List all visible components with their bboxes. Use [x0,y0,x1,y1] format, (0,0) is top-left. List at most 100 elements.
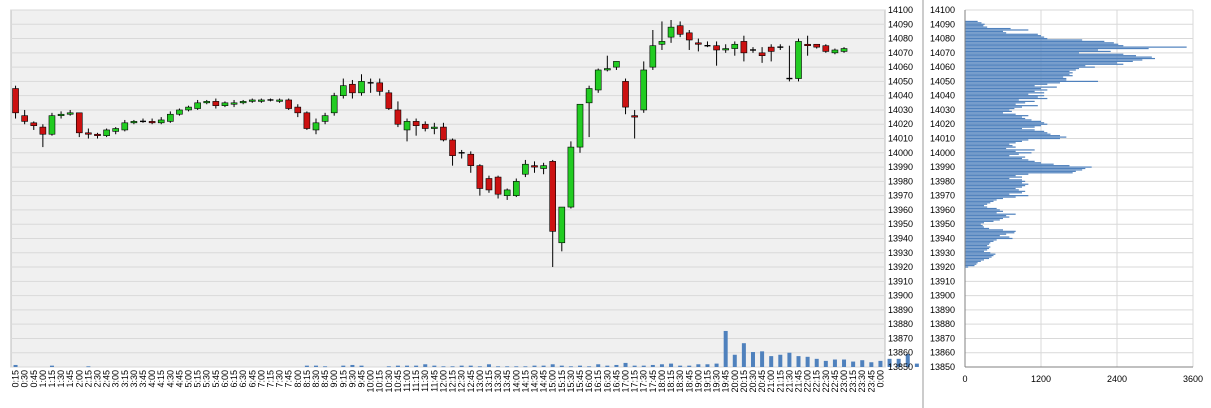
volume-bar [623,362,628,367]
time-x-tick-label: 11:30 [420,370,430,392]
time-x-tick-label: 5:15 [193,370,203,388]
volume-profile-bar [965,99,1019,101]
candle-body [403,121,411,131]
candle-body [476,165,484,189]
candle [676,21,684,38]
candle [704,41,711,48]
time-x-tick-label: 17:15 [630,370,640,393]
volume-bar [805,356,810,367]
volume-profile-bar [965,130,1045,132]
candle [103,128,110,138]
volume-bar [878,360,883,367]
volume-bar [714,363,719,367]
candle-body [467,153,475,166]
time-x-tick-label: 16:15 [593,370,603,393]
profile-y-tick-label: 13870 [930,333,955,343]
time-x-tick-label: 23:30 [857,370,867,393]
volume-profile-bar [965,156,1026,158]
time-x-tick-label: 3:00 [111,370,121,388]
candle-body [103,129,110,136]
time-x-tick-label: 15:30 [566,370,576,393]
candle [758,47,766,63]
volume-profile-bar [965,47,1149,50]
time-x-tick-label: 12:45 [466,370,476,393]
candle-body [585,88,593,104]
volume-profile-bar [965,155,1010,157]
volume-bar [778,354,783,367]
volume-bar [359,365,364,367]
candle-body [376,82,384,92]
candle [631,109,638,139]
candle-body [412,121,420,126]
volume-bar [405,365,410,367]
profile-y-tick-label: 13950 [930,219,955,229]
time-x-tick-label: 11:15 [411,370,421,392]
candle [258,98,265,103]
volume-profile-bar [965,62,1117,64]
volume-profile-bar [965,56,1152,58]
volume-profile-bar [965,59,1143,61]
volume-bar [659,364,664,367]
candle-body [685,32,693,41]
candle [831,48,839,55]
volume-profile-bar [965,229,1003,231]
volume-profile-bar [965,35,1041,37]
volume-profile-bar [965,93,1029,95]
volume-profile-bar [965,239,997,241]
volume-profile-bar [965,133,1051,135]
volume-profile-bar [965,40,1105,43]
candle [130,119,138,125]
candle [394,101,402,128]
candle [431,122,438,135]
candle-body [494,176,502,195]
candle [440,122,447,142]
time-x-tick-label: 5:30 [202,370,212,388]
candle [221,101,229,108]
volume-bar [896,358,901,367]
candle [522,159,529,178]
volume-bar [614,364,619,367]
time-x-tick-label: 0:00 [875,370,885,388]
time-x-tick-label: 1:00 [38,370,48,388]
time-x-tick-label: 10:30 [384,370,394,393]
time-x-tick-label: 0:30 [20,370,30,388]
candle [39,124,47,148]
volume-bar [650,364,655,367]
price-y-tick-label: 13990 [888,162,913,172]
volume-profile-bar [965,152,1032,154]
volume-profile-bar [965,103,1016,105]
candle [622,78,629,115]
candle [230,99,238,108]
time-x-tick-label: 9:45 [357,370,367,388]
candle-body [148,121,156,124]
volume-profile-bar [965,235,1000,237]
volume-profile-bar [965,52,1079,54]
profile-y-tick-label: 13930 [930,248,955,258]
volume-profile-bar [965,137,1060,140]
time-x-tick-label: 9:30 [347,370,357,388]
volume-bar [578,365,583,367]
candle [740,35,748,62]
candle [476,164,484,196]
volume-bar [678,365,683,367]
candle [21,109,28,125]
time-x-tick-label: 13:00 [475,370,485,393]
price-y-tick-label: 13950 [888,219,913,229]
candle-body [321,115,329,122]
profile-y-tick-label: 13900 [930,291,955,301]
price-y-tick-label: 14030 [888,105,913,115]
volume-profile-bar [965,65,1086,67]
volume-profile-bar [965,260,981,262]
candle-body [112,128,119,132]
time-x-tick-label: 19:15 [702,370,712,393]
volume-profile-bar [965,66,1095,68]
volume-bar [787,352,792,367]
volume-bar [687,365,692,367]
volume-bar [496,366,501,368]
time-x-tick-label: 2:45 [102,370,112,388]
volume-bar [541,365,546,367]
volume-bar [832,359,837,367]
candle-body [613,61,620,68]
time-x-tick-label: 13:15 [484,370,494,393]
